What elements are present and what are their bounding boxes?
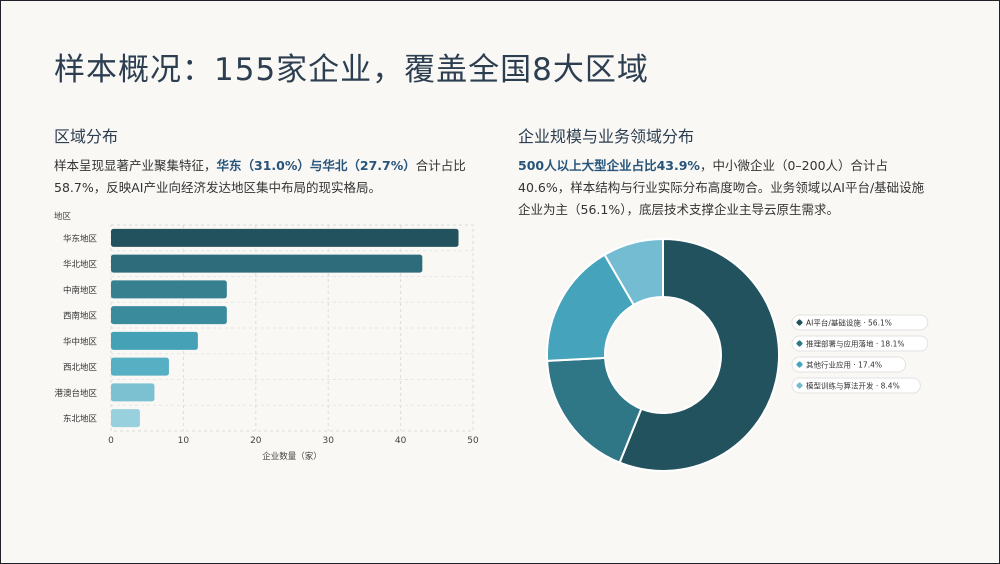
legend-chip <box>791 356 907 373</box>
legend-label: 推理部署与应用落地 · 18.1% <box>806 339 904 349</box>
bar <box>111 331 198 350</box>
scale-section-title: 企业规模与业务领域分布 <box>518 127 695 146</box>
x-tick-label: 40 <box>395 436 407 446</box>
bar <box>111 254 423 273</box>
bar <box>111 357 169 376</box>
legend-label: 模型训练与算法开发 · 8.4% <box>806 381 900 391</box>
x-tick-label: 30 <box>322 436 334 446</box>
page-title: 样本概况：155家企业，覆盖全国8大区域 <box>54 52 649 88</box>
legend-swatch <box>796 319 803 326</box>
region-description: 样本呈现显著产业聚集特征，华东（31.0%）与华北（27.7%）合计占比58.7… <box>54 155 494 199</box>
legend-chip <box>791 314 929 331</box>
category-label: 华北地区 <box>63 259 98 270</box>
region-desc-text-2: 合计占比58.7%，反映AI产业向经济发达地区集中布局的现实格局。 <box>54 158 466 195</box>
bar <box>111 280 227 299</box>
scale-description: 500人以上大型企业占比43.9%，中小微企业（0–200人）合计占40.6%，… <box>518 155 928 221</box>
legend-swatch <box>796 361 803 368</box>
donut-slice <box>546 253 636 362</box>
x-tick-label: 50 <box>467 436 479 446</box>
x-tick-label: 20 <box>250 436 262 446</box>
legend-swatch <box>796 382 803 389</box>
business-donut-chart: AI平台/基础设施 · 56.1% 推理部署与应用落地 · 18.1% 其他行业应用… <box>546 237 929 472</box>
x-axis-label: 企业数量（家） <box>262 451 322 462</box>
category-label: 华中地区 <box>63 336 98 347</box>
category-label: 中南地区 <box>63 285 98 296</box>
legend-swatch <box>796 340 803 347</box>
region-section-title: 区域分布 <box>54 127 119 146</box>
donut-slice <box>618 237 780 472</box>
category-label: 西北地区 <box>63 362 98 373</box>
bar <box>111 409 140 428</box>
category-label: 西南地区 <box>63 311 98 322</box>
scale-desc-text: ，中小微企业（0–200人）合计占40.6%，样本结构与行业实际分布高度吻合。业… <box>518 158 925 217</box>
legend-label: 其他行业应用 · 17.4% <box>806 360 882 370</box>
bar <box>111 228 459 247</box>
legend-label: AI平台/基础设施 · 56.1% <box>806 318 892 328</box>
region-desc-text-1: 样本呈现显著产业聚集特征， <box>54 158 217 173</box>
x-tick-label: 10 <box>178 436 190 446</box>
bar <box>111 383 155 402</box>
category-label: 华东地区 <box>63 233 98 244</box>
y-axis-label: 地区 <box>54 211 72 222</box>
region-desc-highlight: 华东（31.0%）与华北（27.7%） <box>216 158 416 173</box>
category-label: 东北地区 <box>63 414 98 425</box>
bar <box>111 306 227 325</box>
scale-desc-highlight: 500人以上大型企业占比43.9% <box>518 158 700 173</box>
donut-slice <box>603 237 664 307</box>
legend-chip <box>791 377 921 394</box>
x-tick-label: 0 <box>108 436 114 446</box>
legend-chip <box>791 335 929 352</box>
category-label: 港澳台地区 <box>54 388 97 399</box>
